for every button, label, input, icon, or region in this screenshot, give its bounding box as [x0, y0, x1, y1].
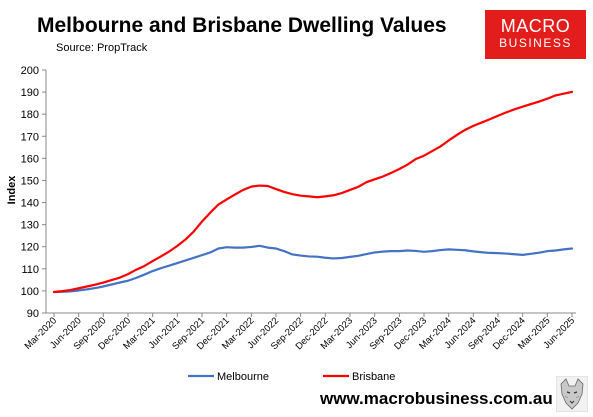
y-tick-label: 190 [21, 87, 39, 99]
wolf-logo-icon [556, 376, 588, 412]
series-line-melbourne [52, 244, 574, 294]
series-line-brisbane [52, 90, 574, 294]
y-tick-label: 120 [21, 242, 39, 254]
y-tick-label: 200 [21, 65, 39, 77]
macrobusiness-logo: MACRO BUSINESS [485, 10, 586, 59]
y-tick-label: 170 [21, 131, 39, 143]
x-axis: Mar-2020Jun-2020Sep-2020Dec-2020Mar-2021… [23, 312, 577, 352]
legend-label-brisbane: Brisbane [352, 371, 395, 383]
y-tick-label: 180 [21, 109, 39, 121]
chart-source: Source: PropTrack [56, 42, 148, 54]
y-tick-label: 130 [21, 220, 39, 232]
y-tick-label: 140 [21, 198, 39, 210]
legend-label-melbourne: Melbourne [217, 371, 269, 383]
y-tick-label: 150 [21, 175, 39, 187]
logo-line-1: MACRO [500, 16, 571, 36]
y-axis: 90 100 110 120 130 140 150 160 170 180 190 200 [21, 65, 47, 320]
y-axis-label: Index [6, 175, 18, 205]
series-lines [52, 90, 574, 294]
footer-url: www.macrobusiness.com.au [320, 389, 553, 408]
legend: Melbourne Brisbane [188, 371, 395, 383]
y-tick-label: 100 [21, 286, 39, 298]
y-tick-label: 90 [27, 308, 39, 320]
y-tick-label: 110 [21, 264, 39, 276]
y-tick-label: 160 [21, 153, 39, 165]
chart-title: Melbourne and Brisbane Dwelling Values [37, 14, 447, 37]
logo-line-2: BUSINESS [499, 36, 572, 50]
